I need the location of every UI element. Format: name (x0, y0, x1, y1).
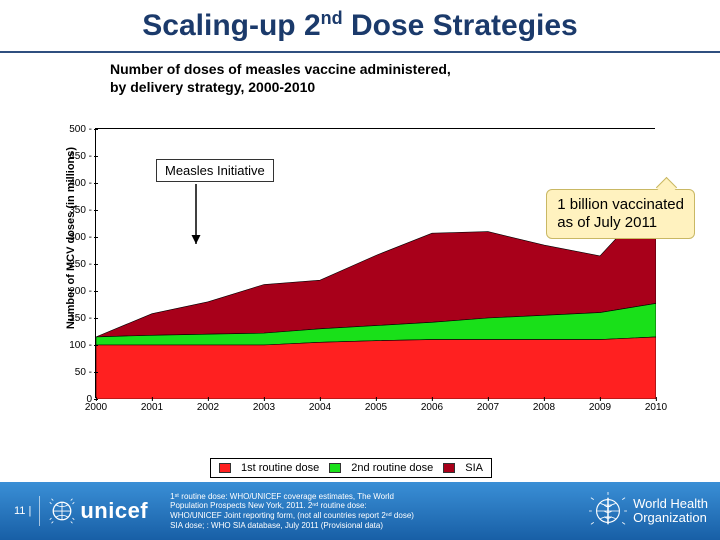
plot-area: Measles Initiative 1 billion vaccinated … (95, 128, 655, 398)
x-tick: 2005 (365, 402, 387, 413)
unicef-wordmark: unicef (80, 498, 148, 524)
measles-initiative-label: Measles Initiative (156, 159, 274, 182)
legend-swatch-1 (219, 463, 231, 473)
x-tick: 2001 (141, 402, 163, 413)
footer: 11 | unicef 1ˢᵗ routine dose: WHO/UNICEF… (0, 482, 720, 540)
y-tick: 400 - (62, 178, 92, 189)
chart-subtitle: Number of doses of measles vaccine admin… (110, 61, 720, 96)
x-tick: 2000 (85, 402, 107, 413)
legend-label-1: 1st routine dose (241, 462, 319, 474)
callout-line-1: 1 billion vaccinated (557, 196, 684, 214)
x-tick: 2006 (421, 402, 443, 413)
unicef-logo: unicef (48, 497, 148, 525)
callout-line-2: as of July 2011 (557, 214, 684, 232)
y-tick: 250 - (62, 259, 92, 270)
who-logo: World Health Organization (589, 492, 708, 530)
footnote: 1ˢᵗ routine dose: WHO/UNICEF coverage es… (170, 492, 414, 530)
x-tick: 2009 (589, 402, 611, 413)
who-line-1: World Health (633, 497, 708, 511)
subtitle-line-2: by delivery strategy, 2000-2010 (110, 79, 720, 97)
legend-label-2: 2nd routine dose (351, 462, 433, 474)
legend-swatch-3 (443, 463, 455, 473)
x-tick: 2007 (477, 402, 499, 413)
x-tick: 2003 (253, 402, 275, 413)
billion-callout: 1 billion vaccinated as of July 2011 (546, 189, 695, 239)
legend-label-3: SIA (465, 462, 483, 474)
title-rule (0, 51, 720, 53)
y-tick: 200 - (62, 286, 92, 297)
legend-swatch-2 (329, 463, 341, 473)
title-sup: nd (321, 8, 343, 28)
x-tick: 2002 (197, 402, 219, 413)
chart: Number of MCV doses (in millions) Measle… (55, 128, 665, 438)
legend: 1st routine dose 2nd routine dose SIA (210, 458, 492, 478)
unicef-globe-icon (48, 497, 76, 525)
x-tick: 2008 (533, 402, 555, 413)
y-tick: 150 - (62, 313, 92, 324)
y-tick: 100 - (62, 340, 92, 351)
y-tick: 300 - (62, 232, 92, 243)
title-a: Scaling-up 2 (142, 9, 320, 42)
x-tick: 2004 (309, 402, 331, 413)
y-tick: 450 - (62, 151, 92, 162)
subtitle-line-1: Number of doses of measles vaccine admin… (110, 61, 720, 79)
title-b: Dose Strategies (343, 9, 578, 42)
page-title: Scaling-up 2nd Dose Strategies (0, 0, 720, 49)
who-emblem-icon (589, 492, 627, 530)
page-number: 11 | (14, 505, 31, 517)
y-tick: 350 - (62, 205, 92, 216)
x-tick: 2010 (645, 402, 667, 413)
who-line-2: Organization (633, 511, 708, 525)
y-tick: 500 - (62, 124, 92, 135)
footer-divider (39, 496, 40, 526)
y-tick: 50 - (62, 367, 92, 378)
